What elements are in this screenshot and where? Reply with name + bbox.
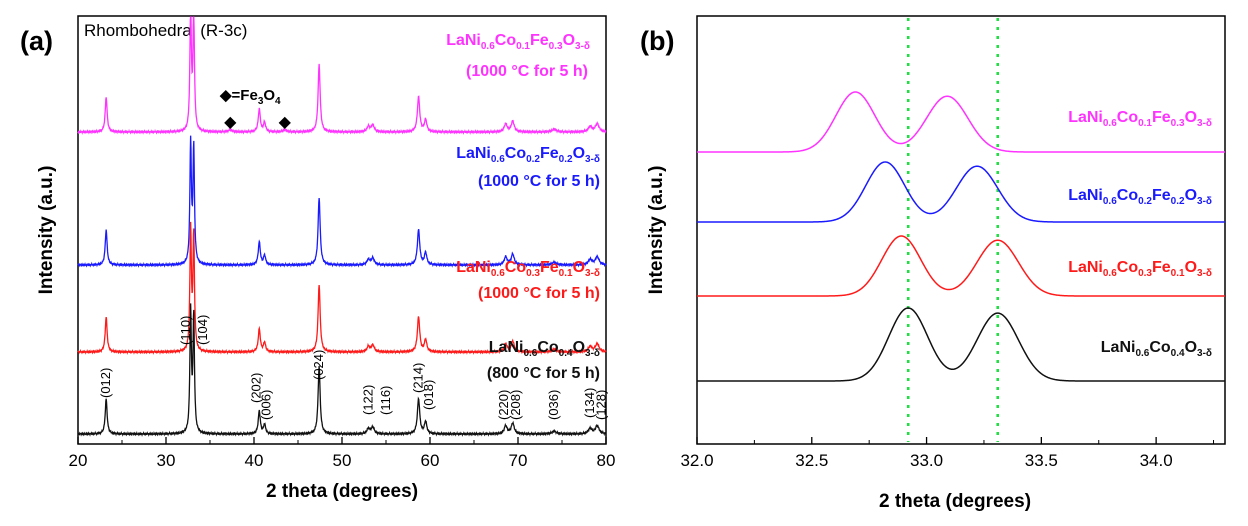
panel-b-series-line xyxy=(697,91,1225,153)
panel-a-label: (a) xyxy=(20,26,53,56)
impurity-marker: ◆ xyxy=(224,114,237,131)
panel-b-legend: LaNi0.6Co0.4O3-δ LaNi0.6Co0.3Fe0.1O3-δ LaN… xyxy=(1068,109,1212,359)
panel-b-series-line xyxy=(697,161,1225,223)
hkl-label: (024) xyxy=(311,350,326,380)
panel-b-x-tick-label: 32.0 xyxy=(680,451,713,470)
panel-a-x-title: 2 theta (degrees) xyxy=(266,481,418,502)
panel-b-legend-formula: LaNi0.6Co0.1Fe0.3O3-δ xyxy=(1068,109,1212,129)
panel-b-x-tick-label: 34.0 xyxy=(1140,451,1173,470)
panel-a-legend: LaNi0.6Co0.4O3-δ (800 °C for 5 h) LaNi0.6C… xyxy=(446,32,600,382)
panel-b-x-ticks: 32.0 32.5 33.0 33.5 34.0 xyxy=(680,437,1215,470)
panel-a-y-title: Intensity (a.u.) xyxy=(36,166,57,295)
panel-a-legend-condition: (1000 °C for 5 h) xyxy=(478,173,600,190)
panel-a-x-tick-label: 80 xyxy=(597,451,616,470)
hkl-label: (018) xyxy=(421,380,436,410)
panel-a-series-line xyxy=(77,221,607,355)
panel-a-series-line xyxy=(77,135,607,268)
impurity-marker: ◆ xyxy=(279,114,292,131)
panel-a-legend-condition: (800 °C for 5 h) xyxy=(487,365,600,382)
panel-b-series xyxy=(697,91,1225,382)
panel-a-legend-condition: (1000 °C for 5 h) xyxy=(466,63,588,80)
panel-b-x-tick-label: 33.5 xyxy=(1025,451,1058,470)
panel-b-x-tick-label: 33.0 xyxy=(910,451,943,470)
impurity-legend: ◆=Fe3O4 xyxy=(219,87,281,107)
hkl-label: (220) xyxy=(496,390,511,420)
panel-a-series-line xyxy=(77,303,607,437)
panel-b-legend-formula: LaNi0.6Co0.4O3-δ xyxy=(1101,339,1212,359)
panel-a-legend-formula: LaNi0.6Co0.2Fe0.2O3-δ xyxy=(456,145,600,165)
panel-b-x-title: 2 theta (degrees) xyxy=(879,491,1031,512)
panel-b-label: (b) xyxy=(640,26,674,56)
panel-a-x-tick-label: 20 xyxy=(69,451,88,470)
panel-a-x-tick-label: 70 xyxy=(509,451,528,470)
hkl-label: (006) xyxy=(258,390,273,420)
panel-a-x-ticks: 20 30 40 50 60 70 80 xyxy=(69,437,616,470)
hkl-label: (122) xyxy=(360,385,375,415)
panel-a-series-line xyxy=(77,16,607,135)
panel-a-x-tick-label: 60 xyxy=(421,451,440,470)
hkl-label: (116) xyxy=(378,386,393,415)
panel-b-series-line xyxy=(697,307,1225,382)
panel-a-legend-formula: LaNi0.6Co0.4O3-δ xyxy=(489,339,600,359)
panel-a-series xyxy=(77,16,607,437)
panel-b-y-title: Intensity (a.u.) xyxy=(646,166,667,295)
panel-b-reference-lines xyxy=(906,18,1000,442)
hkl-label: (202) xyxy=(249,373,264,403)
panel-a-x-tick-label: 50 xyxy=(333,451,352,470)
panel-b-frame xyxy=(696,15,1226,445)
panel-b-legend-formula: LaNi0.6Co0.3Fe0.1O3-δ xyxy=(1068,259,1212,279)
hkl-label: (012) xyxy=(98,368,113,398)
panel-b-legend-formula: LaNi0.6Co0.2Fe0.2O3-δ xyxy=(1068,187,1212,207)
panel-a-legend-formula: LaNi0.6Co0.1Fe0.3O3-δ xyxy=(446,32,590,52)
panel-a-impurity: ◆=Fe3O4 ◆ ◆ xyxy=(219,87,292,131)
panel-a: (a) Rhombohedral (R-3c) 20 30 40 50 60 70 80 2… xyxy=(20,15,616,502)
hkl-label: (134) xyxy=(582,388,597,418)
hkl-label: (104) xyxy=(195,315,210,345)
panel-b-x-tick-label: 32.5 xyxy=(795,451,828,470)
hkl-label: (110) xyxy=(178,316,193,345)
panel-a-legend-formula: LaNi0.6Co0.3Fe0.1O3-δ xyxy=(456,259,600,279)
hkl-label: (214) xyxy=(411,363,426,393)
hkl-label: (208) xyxy=(508,390,523,420)
panel-b: (b) 32.0 32.5 33.0 33.5 34.0 2 theta (degree… xyxy=(640,15,1226,512)
panel-a-hkl-labels: (012) (110) (104) (202)(006) (024) (122) (116)… xyxy=(98,315,608,420)
panel-a-legend-condition: (1000 °C for 5 h) xyxy=(478,285,600,302)
panel-a-title: Rhombohedral (R-3c) xyxy=(84,21,247,40)
hkl-label: (036) xyxy=(546,390,561,420)
hkl-label: (128) xyxy=(594,390,609,420)
panel-a-x-tick-label: 30 xyxy=(157,451,176,470)
panel-a-x-tick-label: 40 xyxy=(245,451,264,470)
panel-b-series-line xyxy=(697,235,1225,297)
